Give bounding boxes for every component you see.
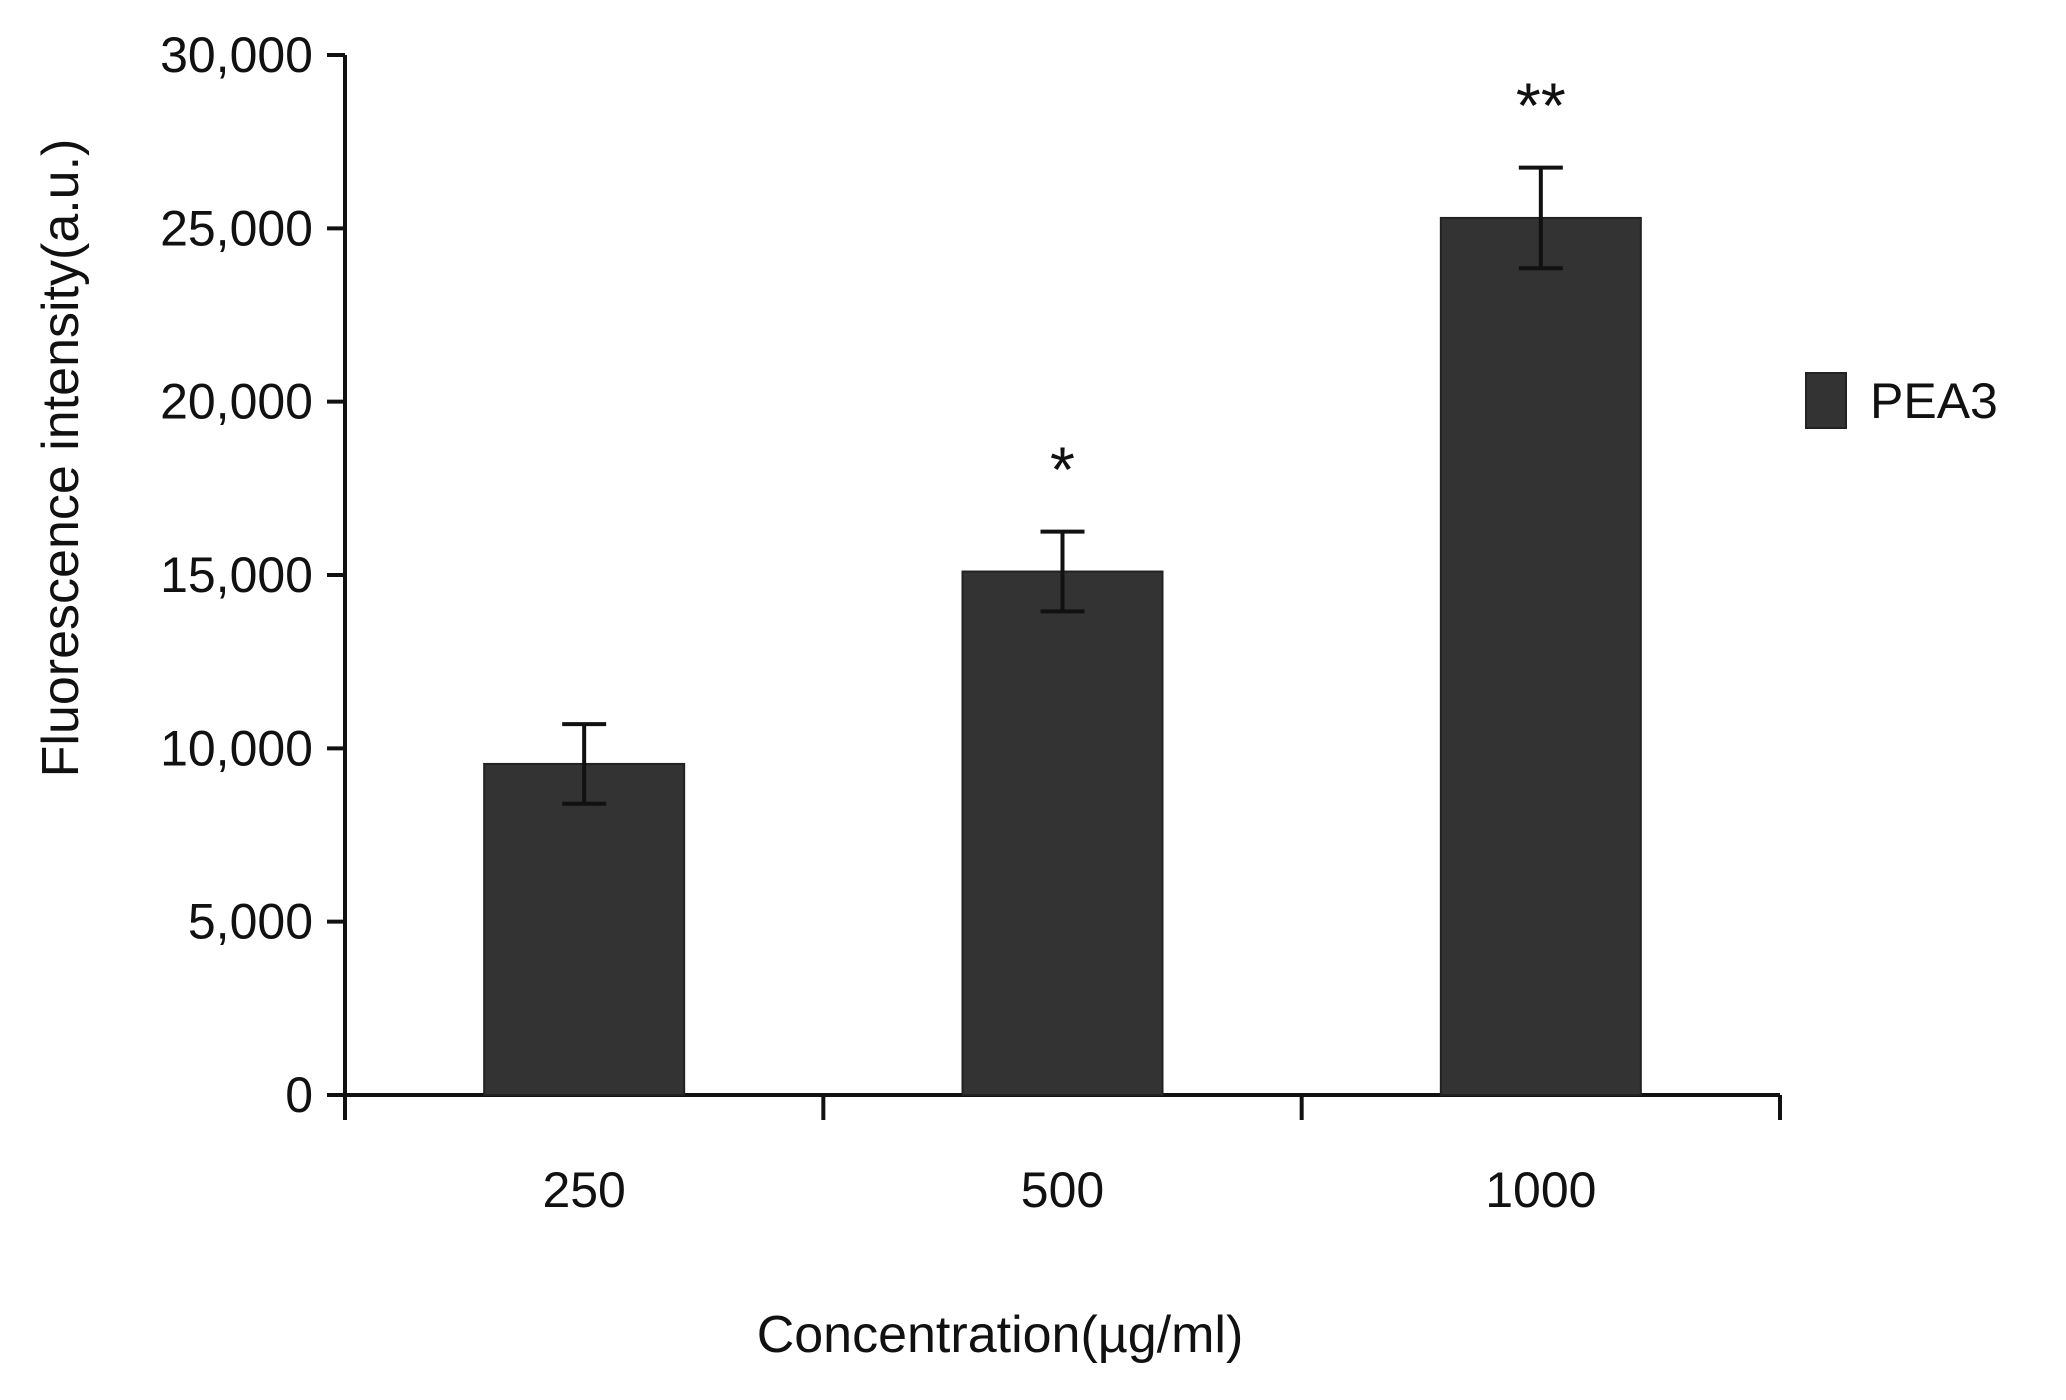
- significance-marker: **: [1516, 70, 1566, 142]
- x-tick-label: 250: [542, 1162, 625, 1218]
- y-tick-label: 5,000: [188, 894, 313, 950]
- y-ticks: 0 5,000 10,000 15,000 20,000 25,000 30,000: [160, 27, 345, 1123]
- bar-500: [961, 570, 1164, 1096]
- legend-label-pea3: PEA3: [1870, 373, 1998, 429]
- y-tick-label: 15,000: [160, 547, 313, 603]
- significance-markers: ***: [1050, 70, 1566, 506]
- y-tick-label: 20,000: [160, 374, 313, 430]
- y-axis-title: Fluorescence intensity(a.u.): [32, 139, 90, 778]
- bar-1000: [1439, 216, 1642, 1096]
- bars: [483, 216, 1642, 1097]
- bar-250: [483, 762, 686, 1097]
- significance-marker: *: [1050, 434, 1075, 506]
- y-tick-label: 25,000: [160, 200, 313, 256]
- error-bars: [562, 165, 1563, 806]
- y-tick-label: 0: [285, 1067, 313, 1123]
- x-tick-label: 1000: [1485, 1162, 1596, 1218]
- legend-swatch-pea3: [1805, 372, 1847, 429]
- x-axis-title: Concentration(µg/ml): [757, 1306, 1244, 1364]
- x-tick-label: 500: [1021, 1162, 1104, 1218]
- x-ticks: 250 500 1000: [343, 1095, 1782, 1218]
- legend: PEA3: [1805, 372, 1998, 429]
- y-tick-label: 10,000: [160, 720, 313, 776]
- y-tick-label: 30,000: [160, 27, 313, 83]
